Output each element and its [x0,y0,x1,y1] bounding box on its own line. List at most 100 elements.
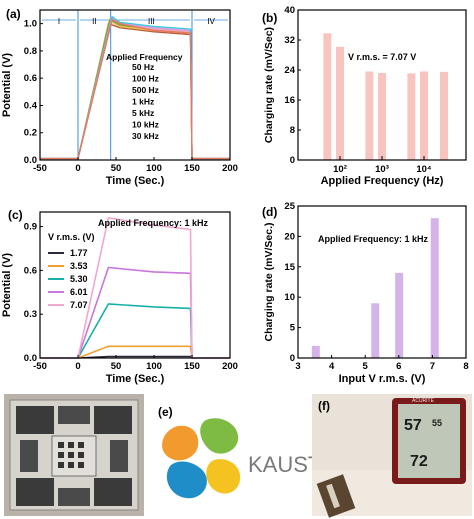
bar [395,272,404,358]
y-tick-label: 8 [290,125,295,136]
legend-entry: 10 kHz [132,120,159,130]
annotation: Applied Frequency: 1 kHz [318,234,429,244]
x-tick-label: 8 [463,361,468,372]
x-tick-label: 10⁴ [416,164,432,175]
display-reading-bottom: 72 [410,453,428,470]
region-label: IV [207,17,215,26]
x-tick-label: 100 [146,361,162,372]
kaust-logo-icon [162,418,241,499]
y-tick-label: 0.6 [24,73,37,84]
region-label: II [92,17,96,26]
region-label: I [58,17,60,26]
bar [440,71,449,160]
x-tick-label: 150 [184,163,200,174]
legend-entry: 500 Hz [132,85,159,95]
bar [430,218,439,358]
y-tick-label: 1.0 [24,19,37,30]
series-line-30-kHz [40,18,230,160]
x-tick-label: -50 [33,163,47,174]
device-photo [4,394,144,516]
x-tick-label: 3 [295,361,300,372]
x-axis-label: Applied Frequency (Hz) [321,175,444,187]
legend-entry: 7.07 [70,300,88,310]
x-tick-label: 200 [222,361,238,372]
legend: V r.m.s. (V) 1.77 3.53 5.30 6.01 7.07 [48,232,95,310]
x-tick-label: 0 [75,361,80,372]
y-tick-label: 0.2 [24,128,37,139]
x-tick-label: 7 [430,361,435,372]
y-tick-label: 32 [284,35,295,46]
x-axis-label: Time (Sec.) [106,175,165,187]
legend-entry: 1.77 [70,248,88,258]
x-axis-label: Input V r.m.s. (V) [339,373,426,385]
y-tick-label: 10 [284,292,295,303]
y-tick-label: 15 [284,262,295,273]
y-tick-label: 20 [284,231,295,242]
y-tick-label: 0.8 [24,46,37,57]
x-tick-label: 50 [111,163,122,174]
panel-c-label: (c) [8,208,23,222]
kaust-logo-photo: KAUST (e) [144,394,321,516]
bar [407,73,416,160]
x-tick-label: 50 [111,361,122,372]
legend-entry: 3.53 [70,261,88,271]
x-tick-label: 0 [75,163,80,174]
panel-d-chart: 0 5 10 15 20 25 3 4 5 6 7 8 Applied Frequency: 1 kHz… [262,201,469,385]
plot-frame [39,9,231,161]
panel-f-label: (f) [318,399,330,413]
y-tick-label: 0.4 [24,100,38,111]
legend-entry: 5.30 [70,274,88,284]
x-tick-label: 100 [146,163,162,174]
x-tick-label: 4 [329,361,335,372]
legend-title: Applied Frequency [106,52,183,62]
y-tick-label: 0.0 [24,353,37,364]
panel-b-chart: 0 8 16 24 32 40 10² 10³ 10⁴ V r.m.s. = 7.07 V Appl… [262,5,467,187]
panel-d-label: (d) [262,205,277,219]
panel-b-label: (b) [262,11,277,25]
legend-entry: 30 kHz [132,131,159,141]
x-tick-label: 10² [333,164,347,175]
bar [336,46,344,160]
x-tick-label: 10³ [375,164,389,175]
legend-entry: 6.01 [70,287,88,297]
x-tick-label: 6 [396,361,401,372]
y-tick-label: 5 [290,323,296,334]
panel-e-label: (e) [158,405,173,419]
bar [323,33,332,160]
panel-a-label: (a) [6,7,21,21]
legend-entry: 100 Hz [132,74,159,84]
legend-entry: 50 Hz [132,62,154,72]
y-tick-label: 0 [290,155,295,166]
y-tick-label: 0.6 [24,265,37,276]
x-tick-label: 5 [363,361,369,372]
bar [378,73,386,160]
legend-entry: 1 kHz [132,97,154,107]
plot-frame [39,211,231,359]
x-tick-label: 150 [184,361,200,372]
y-tick-label: 25 [284,201,295,212]
bar [420,71,428,160]
y-axis-label: Charging rate (mV/Sec) [263,27,275,143]
annotation: Applied Frequency: 1 kHz [98,218,209,228]
x-tick-label: 200 [222,163,238,174]
legend-entry: 5 kHz [132,108,154,118]
kaust-logo-text: KAUST [248,452,321,477]
bar [311,345,320,358]
x-axis-label: Time (Sec.) [106,373,165,385]
legend-title: V r.m.s. (V) [48,232,95,242]
thermometer-photo: 57 55 72 ACURITE (f) [312,394,472,518]
y-tick-label: 16 [284,95,295,106]
y-axis-label: Potential (V) [1,53,13,118]
y-tick-label: 40 [284,5,295,16]
display-reading-top: 57 [404,417,422,434]
y-tick-label: 0.9 [24,222,37,233]
display-reading-mid: 55 [432,418,442,428]
plot-frame [297,205,467,359]
bar [371,303,380,358]
y-axis-label: Charging rate (mV/Sec.) [263,222,275,341]
bar [365,71,374,160]
y-tick-label: 24 [284,65,295,76]
